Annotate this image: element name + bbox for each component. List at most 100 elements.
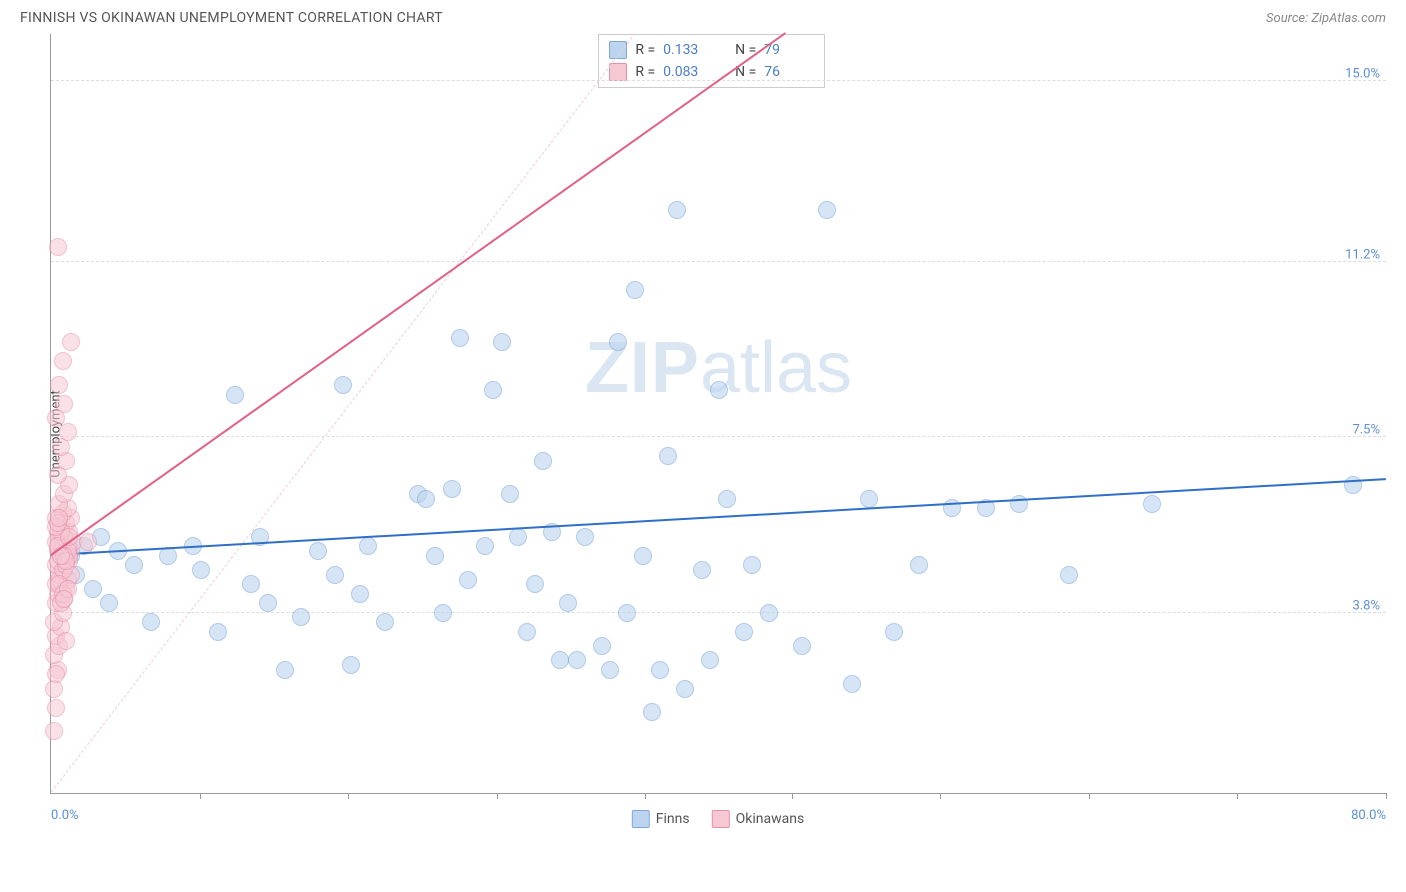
scatter-point [47,665,65,683]
scatter-point [342,656,360,674]
scatter-point [576,528,594,546]
scatter-point [501,485,519,503]
scatter-point [226,386,244,404]
stat-r-value: 0.083 [663,64,713,80]
scatter-point [49,238,67,256]
scatter-point [676,680,694,698]
source-attribution: Source: ZipAtlas.com [1266,11,1386,26]
x-axis-min-label: 0.0% [51,808,79,823]
scatter-point [885,623,903,641]
scatter-point [55,590,73,608]
x-tick [940,793,941,799]
scatter-point [1010,495,1028,513]
scatter-point [1060,566,1078,584]
y-tick-label: 7.5% [1352,423,1380,438]
scatter-point [718,490,736,508]
legend-item: Finns [632,810,690,828]
scatter-point [1344,476,1362,494]
scatter-point [551,651,569,669]
stat-r-value: 0.133 [663,42,713,58]
scatter-point [710,381,728,399]
legend: Finns Okinawans [632,810,804,828]
scatter-point [47,699,65,717]
x-tick [1237,793,1238,799]
scatter-point [426,547,444,565]
stat-n-value: 76 [764,64,814,80]
scatter-point [634,547,652,565]
scatter-point [45,722,63,740]
scatter-point [476,537,494,555]
scatter-point [351,585,369,603]
scatter-point [417,490,435,508]
scatter-point [484,381,502,399]
y-tick-label: 3.8% [1352,598,1380,613]
scatter-point [50,376,68,394]
stat-n-value: 79 [764,42,814,58]
scatter-point [526,575,544,593]
scatter-point [743,556,761,574]
scatter-point [626,281,644,299]
scatter-point [793,637,811,655]
scatter-point [62,333,80,351]
trend-line [50,32,785,555]
scatter-point [334,376,352,394]
scatter-point [534,452,552,470]
stat-r-label: R = [635,42,655,58]
scatter-point [125,556,143,574]
gridline [51,436,1386,437]
scatter-point [668,201,686,219]
y-tick-label: 11.2% [1345,247,1380,262]
scatter-point [376,613,394,631]
stats-row: R =0.133N =79 [609,39,814,61]
trend-line [51,478,1386,556]
series-swatch [609,41,627,59]
scatter-point [1143,495,1161,513]
scatter-point [259,594,277,612]
scatter-point [55,395,73,413]
scatter-point [100,594,118,612]
x-tick [348,793,349,799]
scatter-point [434,604,452,622]
scatter-point [443,480,461,498]
stat-r-label: R = [635,64,655,80]
x-axis-max-label: 80.0% [1351,808,1386,823]
scatter-point [242,575,260,593]
scatter-point [701,651,719,669]
x-tick [792,793,793,799]
scatter-point [493,333,511,351]
scatter-point [451,329,469,347]
scatter-point [509,528,527,546]
legend-swatch [632,810,650,828]
chart-title: FINNISH VS OKINAWAN UNEMPLOYMENT CORRELA… [20,10,443,26]
legend-label: Okinawans [736,811,805,827]
scatter-point [910,556,928,574]
y-tick-label: 15.0% [1345,67,1380,82]
scatter-point [309,542,327,560]
scatter-point [142,613,160,631]
gridline [51,261,1386,262]
scatter-point [609,333,627,351]
diagonal-reference-line [51,33,636,793]
scatter-point [643,703,661,721]
scatter-point [57,632,75,650]
scatter-point [292,608,310,626]
scatter-point [79,533,97,551]
scatter-point [693,561,711,579]
scatter-point [593,637,611,655]
scatter-point [568,651,586,669]
chart-container: Unemployment ZIPatlas R =0.133N =79R =0.… [50,34,1386,834]
scatter-point [50,509,68,527]
scatter-point [59,423,77,441]
x-tick [497,793,498,799]
scatter-point [818,201,836,219]
scatter-point [518,623,536,641]
scatter-point [659,447,677,465]
scatter-point [359,537,377,555]
x-tick [200,793,201,799]
watermark-bold: ZIP [585,328,700,408]
x-tick [1386,793,1387,799]
scatter-point [601,661,619,679]
scatter-point [459,571,477,589]
scatter-point [651,661,669,679]
scatter-point [84,580,102,598]
